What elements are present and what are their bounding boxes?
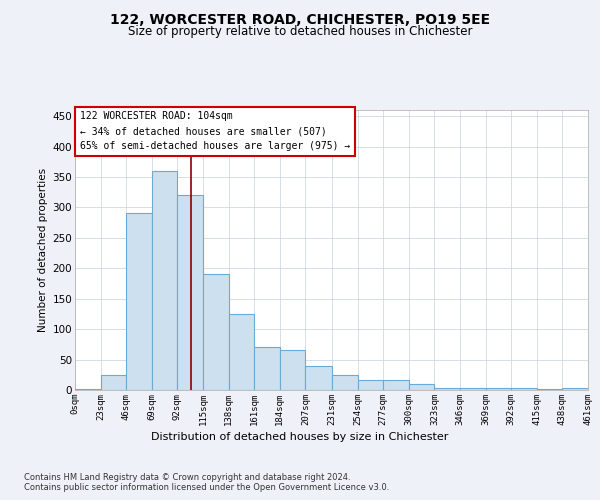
Bar — [305, 366, 332, 390]
Text: Size of property relative to detached houses in Chichester: Size of property relative to detached ho… — [128, 25, 472, 38]
Bar — [332, 375, 358, 390]
Bar — [126, 214, 152, 390]
Bar — [229, 314, 254, 390]
Bar — [485, 388, 511, 390]
Text: Contains HM Land Registry data © Crown copyright and database right 2024.
Contai: Contains HM Land Registry data © Crown c… — [24, 472, 389, 492]
Bar — [460, 388, 485, 390]
Bar — [178, 195, 203, 390]
Bar — [203, 274, 229, 390]
Bar — [75, 389, 101, 390]
Text: 122 WORCESTER ROAD: 104sqm
← 34% of detached houses are smaller (507)
65% of sem: 122 WORCESTER ROAD: 104sqm ← 34% of deta… — [80, 112, 350, 151]
Bar — [409, 384, 434, 390]
Bar — [562, 388, 588, 390]
Bar — [254, 348, 280, 390]
Bar — [434, 388, 460, 390]
Bar — [101, 375, 126, 390]
Bar — [537, 389, 562, 390]
Text: Distribution of detached houses by size in Chichester: Distribution of detached houses by size … — [151, 432, 449, 442]
Bar — [358, 380, 383, 390]
Bar — [511, 388, 537, 390]
Bar — [280, 350, 305, 390]
Y-axis label: Number of detached properties: Number of detached properties — [38, 168, 49, 332]
Text: 122, WORCESTER ROAD, CHICHESTER, PO19 5EE: 122, WORCESTER ROAD, CHICHESTER, PO19 5E… — [110, 12, 490, 26]
Bar — [152, 171, 178, 390]
Bar — [383, 380, 409, 390]
